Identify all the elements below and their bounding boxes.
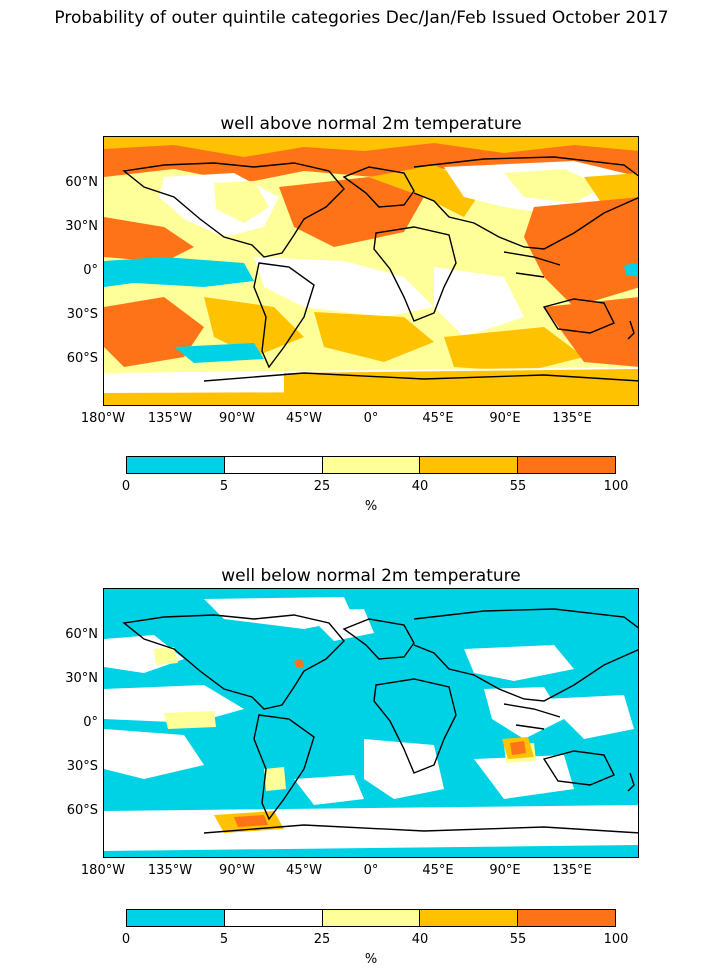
colorbar-segment xyxy=(321,457,420,473)
field-region xyxy=(364,739,444,799)
colorbar-segment xyxy=(517,457,615,473)
lon-tick: 45°E xyxy=(422,863,454,878)
field-region xyxy=(314,312,434,362)
colorbar-tick: 100 xyxy=(603,479,629,494)
colorbar-tick: 55 xyxy=(509,479,527,494)
colorbar-unit: % xyxy=(364,499,378,514)
lat-tick: 30°S xyxy=(66,307,98,322)
lat-tick: 60°S xyxy=(66,351,98,366)
map-below xyxy=(103,588,639,858)
field-region xyxy=(279,177,424,247)
colorbar-tick: 40 xyxy=(411,932,429,947)
figure-title: Probability of outer quintile categories… xyxy=(54,8,669,28)
lon-tick: 180°W xyxy=(80,411,126,426)
lon-tick: 135°W xyxy=(147,863,193,878)
field-region xyxy=(304,609,374,641)
field-region xyxy=(214,181,269,223)
field-region xyxy=(444,327,584,372)
lon-tick: 135°E xyxy=(552,411,592,426)
lon-tick: 180°W xyxy=(80,863,126,878)
field-region xyxy=(154,647,178,665)
lon-tick: 135°E xyxy=(552,863,592,878)
colorbar-segment xyxy=(223,910,322,926)
field-region xyxy=(254,257,434,317)
colorbar-above xyxy=(126,456,616,474)
lon-tick: 90°E xyxy=(489,411,521,426)
colorbar-tick: 25 xyxy=(313,479,331,494)
colorbar-unit: % xyxy=(364,952,378,967)
colorbar-tick: 5 xyxy=(219,932,229,947)
field-region xyxy=(174,343,264,363)
field-region xyxy=(294,775,364,805)
lon-tick: 45°E xyxy=(422,411,454,426)
lon-tick: 135°W xyxy=(147,411,193,426)
lon-tick: 90°W xyxy=(219,863,255,878)
field-region xyxy=(234,815,268,827)
field-region xyxy=(434,267,524,337)
colorbar-segment xyxy=(321,910,420,926)
lat-tick: 60°N xyxy=(65,175,98,190)
field-region xyxy=(204,297,304,357)
map-above xyxy=(103,136,639,406)
field-region xyxy=(164,711,216,729)
colorbar-tick: 55 xyxy=(509,932,527,947)
map-above-field xyxy=(104,137,638,405)
colorbar-tick: 100 xyxy=(603,932,629,947)
coastlines xyxy=(122,608,638,834)
colorbar-below xyxy=(126,909,616,927)
field-region xyxy=(624,263,638,277)
colorbar-tick: 40 xyxy=(411,479,429,494)
field-region xyxy=(510,741,526,755)
lon-tick: 45°W xyxy=(286,411,322,426)
colorbar-segment xyxy=(419,910,518,926)
panel-above-title: well above normal 2m temperature xyxy=(220,114,522,134)
field-region xyxy=(524,197,638,307)
lat-tick: 0° xyxy=(83,715,98,730)
field-region xyxy=(484,687,564,739)
map-below-field xyxy=(104,589,638,857)
colorbar-segment xyxy=(419,457,518,473)
field-region xyxy=(294,659,304,667)
lat-tick: 60°N xyxy=(65,627,98,642)
lat-tick: 60°S xyxy=(66,803,98,818)
colorbar-segment xyxy=(517,910,615,926)
field-region xyxy=(104,257,254,287)
field-region xyxy=(104,217,194,262)
lon-tick: 45°W xyxy=(286,863,322,878)
field-region xyxy=(104,391,638,405)
colorbar-segment xyxy=(127,457,224,473)
lon-tick: 90°W xyxy=(219,411,255,426)
lat-tick: 30°N xyxy=(65,671,98,686)
panel-below-title: well below normal 2m temperature xyxy=(221,566,521,586)
field-region xyxy=(104,729,204,779)
colorbar-segment xyxy=(223,457,322,473)
field-region xyxy=(464,645,574,681)
lon-tick: 90°E xyxy=(489,863,521,878)
coastlines xyxy=(122,156,638,382)
colorbar-tick: 0 xyxy=(121,479,131,494)
colorbar-tick: 25 xyxy=(313,932,331,947)
colorbar-segment xyxy=(127,910,224,926)
lat-tick: 30°S xyxy=(66,759,98,774)
lon-tick: 0° xyxy=(363,411,379,426)
lat-tick: 30°N xyxy=(65,219,98,234)
field-region xyxy=(264,767,286,791)
colorbar-tick: 0 xyxy=(121,932,131,947)
field-region xyxy=(104,847,638,857)
field-region xyxy=(544,695,634,739)
lat-tick: 0° xyxy=(83,263,98,278)
colorbar-tick: 5 xyxy=(219,479,229,494)
field-region xyxy=(504,169,604,203)
lon-tick: 0° xyxy=(363,863,379,878)
